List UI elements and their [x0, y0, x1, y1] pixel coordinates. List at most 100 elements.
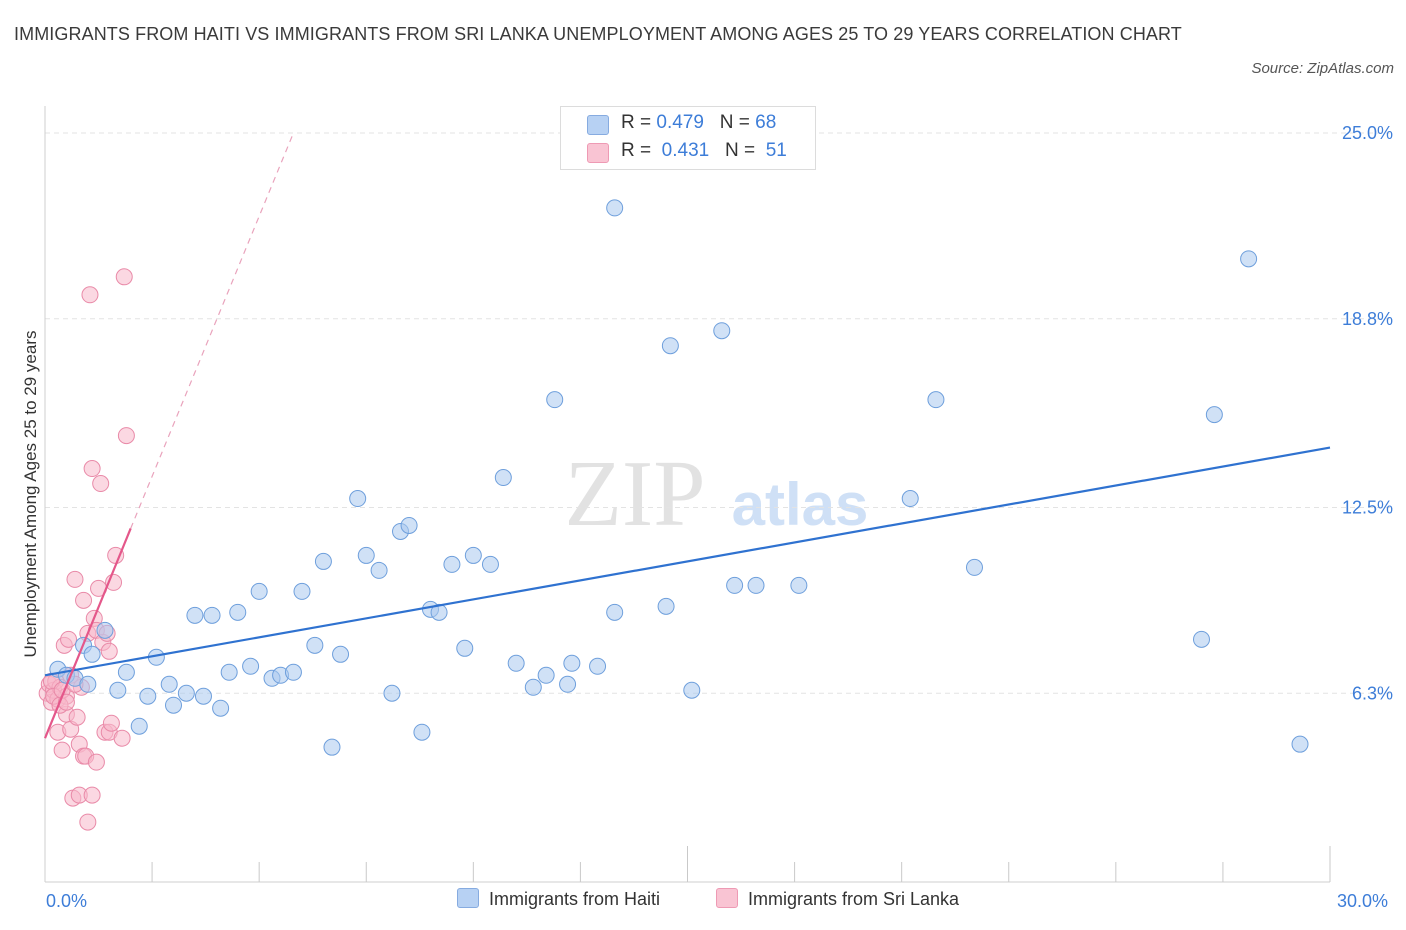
haiti-point: [657, 597, 675, 615]
srilanka-point: [113, 729, 131, 747]
bottom-legend-haiti: Immigrants from Haiti: [457, 888, 660, 910]
bottom-srilanka-swatch: [716, 888, 738, 908]
bottom-legend-srilanka: Immigrants from Sri Lanka: [716, 888, 959, 910]
haiti-point: [589, 657, 607, 675]
y-tick-label: 12.5%: [1342, 498, 1393, 518]
y-tick-label: 25.0%: [1342, 123, 1393, 143]
haiti-point: [1240, 250, 1258, 268]
srilanka-point: [83, 460, 101, 478]
haiti-n-value: 68: [755, 112, 777, 133]
srilanka-point: [53, 741, 71, 759]
haiti-point: [370, 561, 388, 579]
haiti-point: [323, 738, 341, 756]
srilanka-point: [68, 708, 86, 726]
haiti-point: [1291, 735, 1309, 753]
chart-source: Source: ZipAtlas.com: [1251, 60, 1394, 77]
srilanka-n-value: 51: [765, 140, 787, 161]
haiti-point: [186, 606, 204, 624]
haiti-point: [357, 546, 375, 564]
srilanka-point: [87, 753, 105, 771]
haiti-point: [507, 654, 525, 672]
haiti-point: [456, 639, 474, 657]
legend-text-haiti: R = 0.479 N = 68: [621, 112, 777, 133]
haiti-point: [443, 555, 461, 573]
x-tick-label-min: 0.0%: [46, 891, 88, 911]
haiti-point: [537, 666, 555, 684]
haiti-point: [713, 322, 731, 340]
haiti-point: [250, 582, 268, 600]
haiti-swatch: [587, 115, 609, 135]
haiti-point: [524, 678, 542, 696]
chart-title: IMMIGRANTS FROM HAITI VS IMMIGRANTS FROM…: [14, 24, 1182, 44]
srilanka-point: [102, 714, 120, 732]
haiti-point: [177, 684, 195, 702]
srilanka-point: [75, 591, 93, 609]
srilanka-point: [117, 427, 135, 445]
haiti-point: [332, 645, 350, 663]
srilanka-point: [92, 475, 110, 493]
srilanka-point: [83, 786, 101, 804]
srilanka-point: [66, 570, 84, 588]
haiti-trend-line: [44, 446, 1331, 677]
haiti-point: [790, 576, 808, 594]
haiti-point: [726, 576, 744, 594]
haiti-point: [83, 645, 101, 663]
haiti-point: [464, 546, 482, 564]
srilanka-r-value: 0.431: [661, 140, 710, 161]
haiti-point: [139, 687, 157, 705]
watermark-zip: ZIP: [565, 442, 706, 546]
haiti-point: [130, 717, 148, 735]
haiti-point: [383, 684, 401, 702]
haiti-point: [194, 687, 212, 705]
bottom-haiti-label: Immigrants from Haiti: [489, 889, 661, 909]
x-tick-label-max: 30.0%: [1337, 891, 1389, 911]
haiti-point: [1193, 630, 1210, 648]
srilanka-point: [100, 642, 118, 660]
haiti-point: [661, 337, 679, 355]
haiti-point: [96, 621, 114, 639]
haiti-point: [242, 657, 260, 675]
srilanka-point: [79, 813, 97, 831]
haiti-point: [284, 663, 302, 681]
bottom-haiti-swatch: [457, 888, 479, 908]
haiti-point: [546, 391, 564, 409]
srilanka-trend-extension: [130, 132, 294, 529]
haiti-point: [747, 576, 765, 594]
haiti-point: [606, 199, 624, 217]
haiti-point: [109, 681, 127, 699]
haiti-point: [293, 582, 311, 600]
correlation-legend: R = 0.479 N = 68 R = 0.431 N = 51: [560, 106, 816, 170]
haiti-point: [494, 469, 512, 487]
haiti-point: [559, 675, 577, 693]
haiti-point: [306, 636, 324, 654]
srilanka-point: [81, 286, 99, 304]
haiti-point: [1205, 406, 1223, 424]
haiti-point: [165, 696, 182, 714]
legend-text-srilanka: R = 0.431 N = 51: [621, 140, 787, 161]
srilanka-trend-line: [43, 528, 132, 739]
haiti-point: [965, 558, 983, 576]
haiti-point: [220, 663, 238, 681]
srilanka-point: [60, 630, 78, 648]
y-tick-label: 6.3%: [1352, 683, 1393, 703]
haiti-point: [901, 490, 919, 508]
haiti-point: [606, 603, 624, 621]
haiti-point: [160, 675, 178, 693]
haiti-point: [927, 391, 945, 409]
haiti-point: [117, 663, 135, 681]
haiti-point: [79, 675, 97, 693]
haiti-point: [203, 606, 221, 624]
haiti-point: [481, 555, 499, 573]
srilanka-swatch: [587, 143, 609, 163]
haiti-point: [683, 681, 701, 699]
haiti-point: [563, 654, 581, 672]
haiti-point: [413, 723, 431, 741]
haiti-r-value: 0.479: [656, 112, 704, 133]
haiti-point: [349, 490, 367, 508]
watermark-atlas: atlas: [732, 471, 869, 538]
srilanka-point: [115, 268, 133, 286]
haiti-point: [212, 699, 230, 717]
bottom-srilanka-label: Immigrants from Sri Lanka: [748, 889, 960, 909]
y-tick-label: 18.8%: [1342, 309, 1393, 329]
